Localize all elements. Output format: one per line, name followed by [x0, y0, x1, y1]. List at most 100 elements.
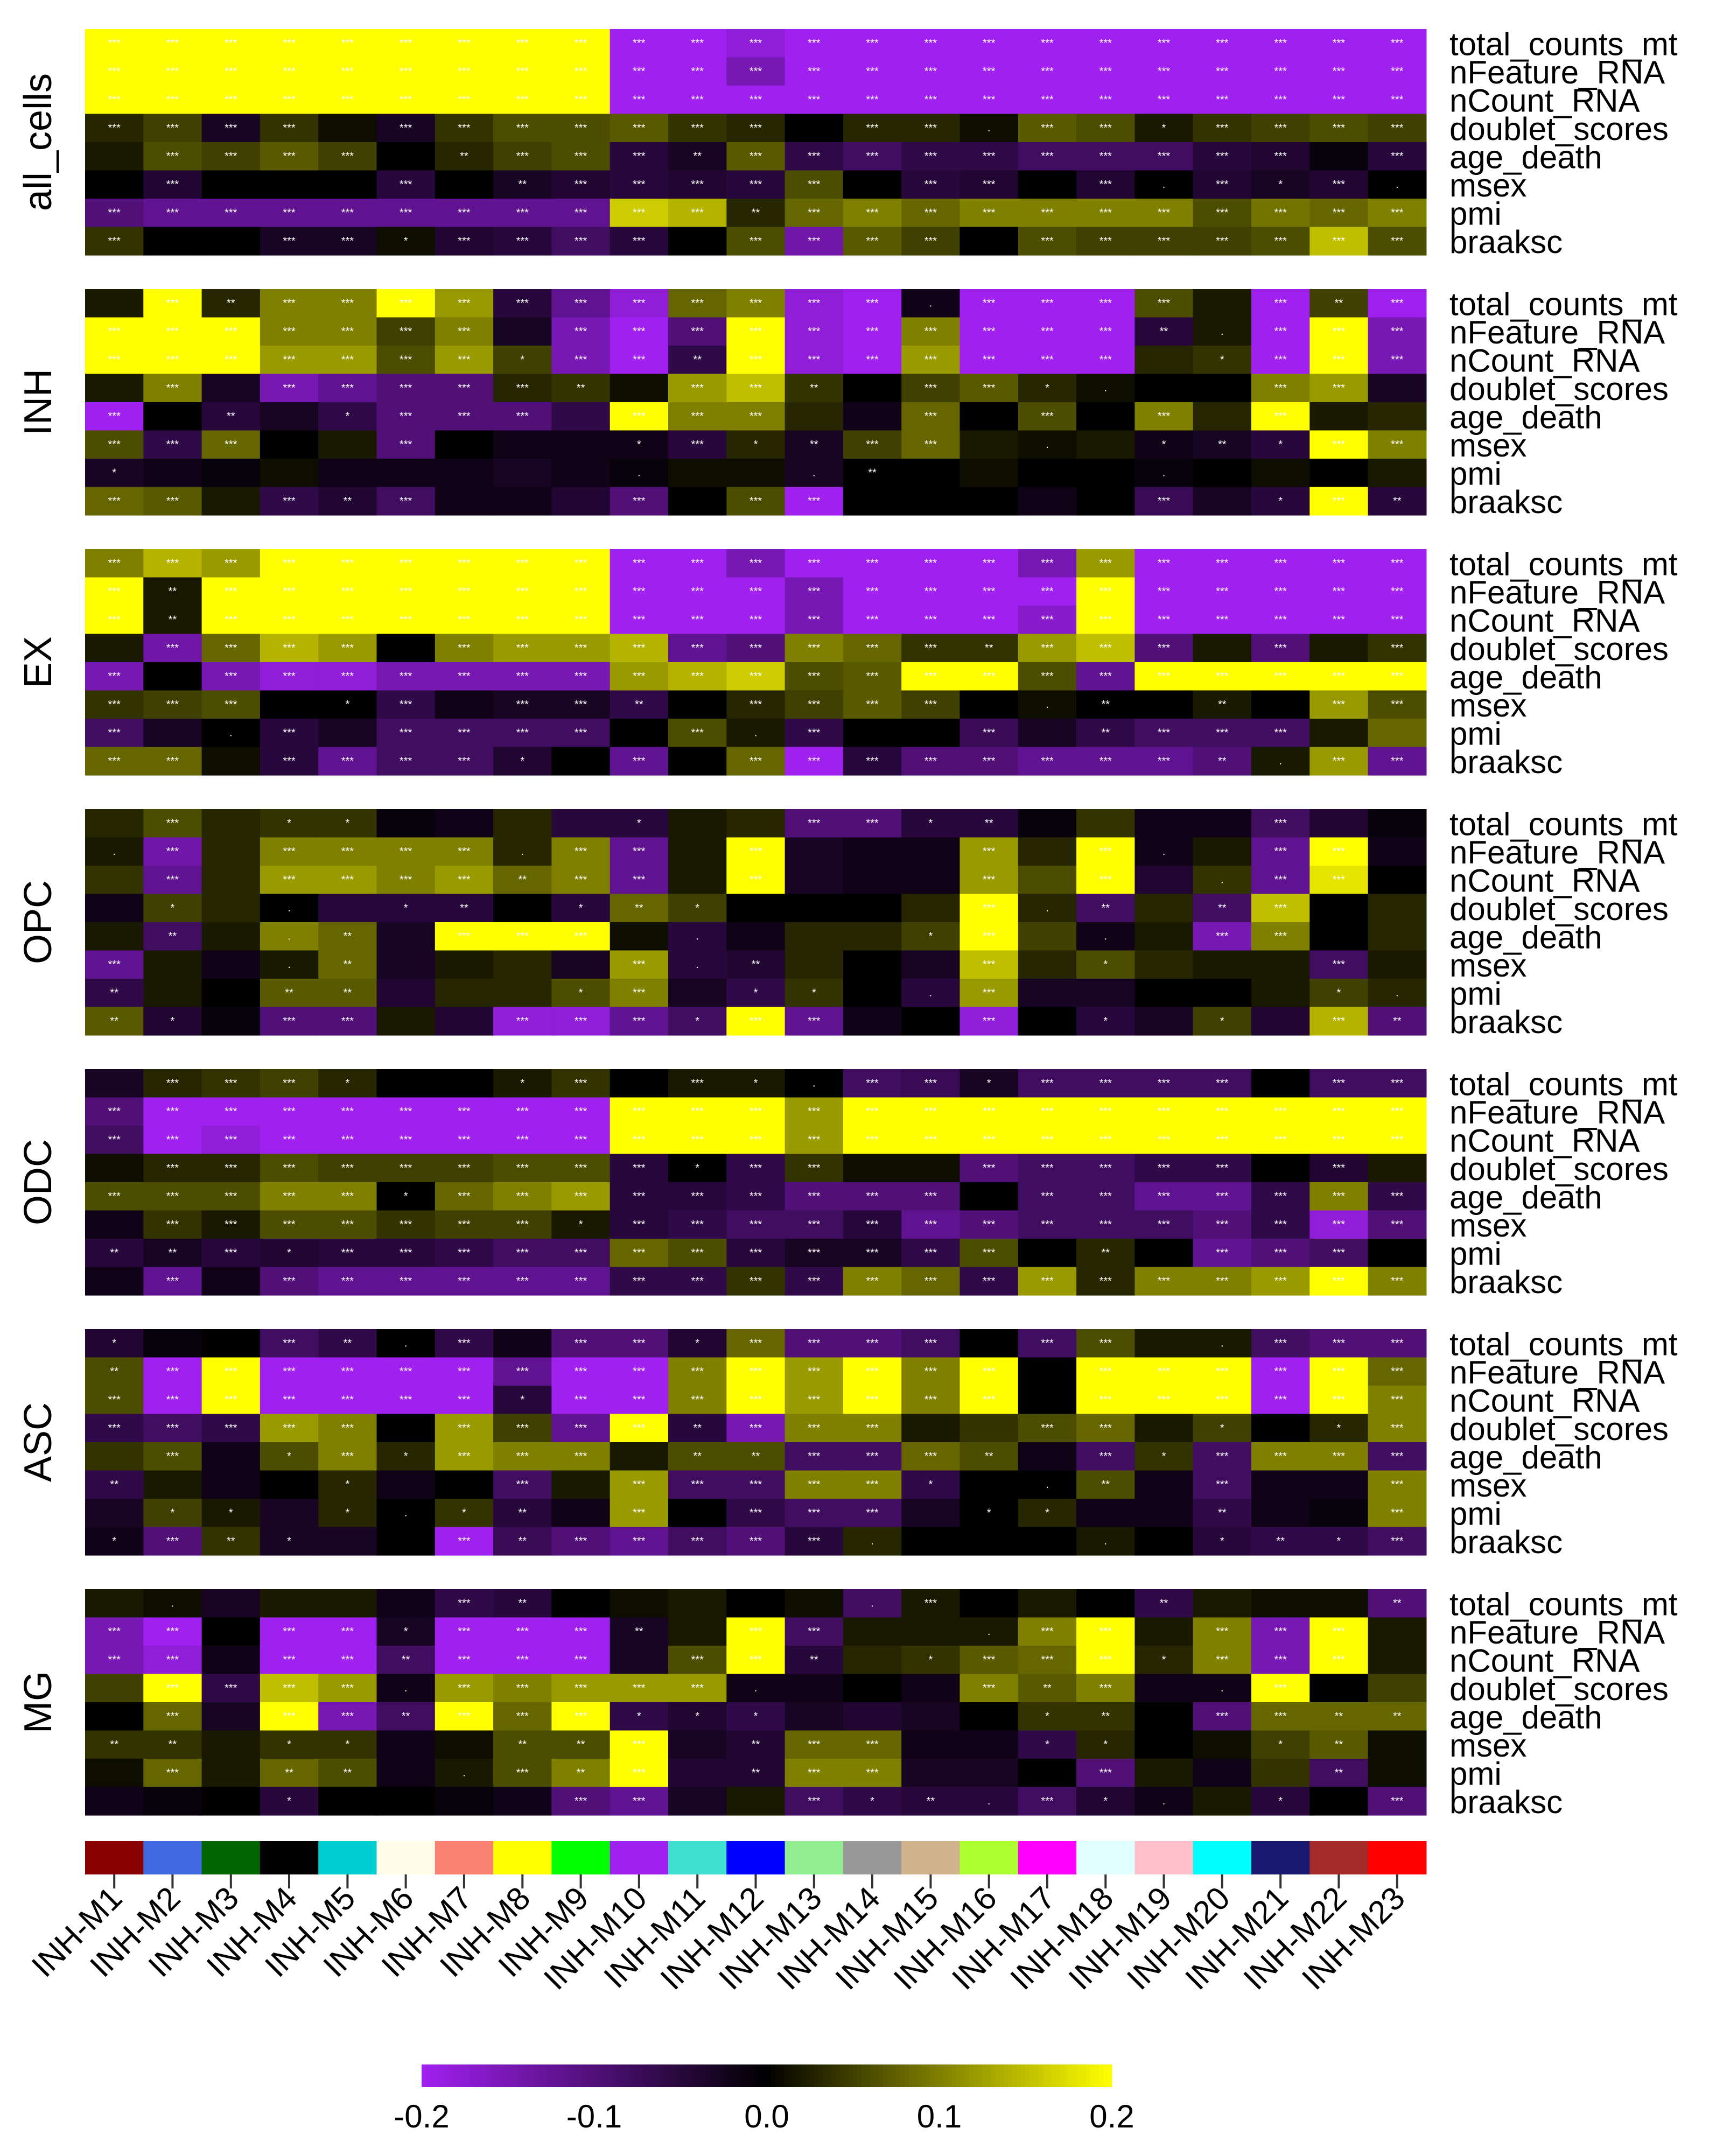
heatmap-cell	[318, 690, 377, 719]
significance-label: ***	[1274, 1654, 1287, 1666]
significance-label: ***	[1391, 1394, 1404, 1406]
significance-label: ***	[516, 1422, 529, 1434]
heatmap-cell	[201, 86, 261, 115]
heatmap-cell	[318, 374, 377, 403]
colorbar-segment	[577, 2064, 582, 2087]
significance-label: ***	[458, 642, 471, 654]
significance-label: ***	[108, 235, 121, 247]
significance-label: ***	[633, 846, 646, 858]
colorbar-segment	[538, 2064, 543, 2087]
heatmap-cell	[201, 894, 261, 923]
heatmap-cell	[610, 142, 669, 171]
significance-label: ***	[400, 727, 412, 739]
significance-label: *	[520, 1394, 524, 1406]
heatmap-cell	[85, 1730, 144, 1759]
heatmap-cell	[1134, 29, 1194, 58]
heatmap-cell	[668, 459, 727, 488]
colorbar-segment	[948, 2064, 953, 2087]
heatmap-cell	[785, 577, 844, 606]
heatmap-cell	[1076, 86, 1135, 115]
significance-label: ***	[808, 207, 821, 219]
significance-label: ***	[166, 1275, 179, 1287]
heatmap-cell	[1193, 1674, 1252, 1703]
significance-label: .	[1396, 987, 1399, 999]
colorbar-segment	[603, 2064, 608, 2087]
heatmap-cell	[1018, 29, 1077, 58]
significance-label: ***	[633, 1275, 646, 1287]
module-color-swatch	[1076, 1841, 1135, 1874]
significance-label: ***	[983, 987, 996, 999]
heatmap-cell	[551, 114, 611, 143]
significance-label: *	[754, 1710, 758, 1722]
significance-label: ***	[1158, 1077, 1171, 1089]
heatmap-cell	[1076, 374, 1135, 403]
heatmap-cell	[1193, 549, 1252, 578]
colorbar-segment	[572, 2064, 577, 2087]
significance-label: ***	[108, 1106, 121, 1118]
heatmap-cell	[843, 577, 902, 606]
significance-label: ***	[1099, 557, 1112, 569]
row-label: total_counts_mt	[1449, 806, 1678, 842]
significance-label: ***	[1391, 1535, 1404, 1547]
significance-label: **	[519, 1507, 527, 1519]
significance-label: ***	[1333, 1190, 1346, 1202]
significance-label: ***	[691, 1247, 704, 1259]
heatmap-cell	[260, 1674, 319, 1703]
heatmap-cell	[376, 1787, 436, 1816]
significance-label: ***	[1391, 207, 1404, 219]
significance-label: ***	[750, 1162, 762, 1174]
significance-label: ***	[575, 354, 587, 366]
heatmap-cell	[85, 577, 144, 606]
heatmap-cell	[785, 317, 844, 346]
heatmap-cell	[1018, 1442, 1077, 1471]
significance-label: ***	[575, 1626, 587, 1638]
heatmap-cell	[1134, 86, 1194, 115]
heatmap-cell	[376, 114, 436, 143]
significance-label: ***	[575, 179, 587, 191]
significance-label: ***	[1333, 354, 1346, 366]
significance-label: ***	[575, 1015, 587, 1027]
heatmap-cell	[493, 1674, 552, 1703]
heatmap-cell	[1193, 950, 1252, 979]
heatmap-cell	[610, 1589, 669, 1618]
significance-label: ***	[166, 1190, 179, 1202]
heatmap-cell	[1076, 1007, 1135, 1036]
heatmap-cell	[668, 86, 727, 115]
heatmap-cell	[493, 1386, 552, 1415]
significance-label: **	[810, 1654, 818, 1666]
significance-label: **	[1335, 1710, 1343, 1722]
row-label: braaksc	[1449, 744, 1563, 780]
heatmap-cell	[1193, 1787, 1252, 1816]
heatmap-cell	[901, 606, 961, 635]
heatmap-cell	[785, 114, 844, 143]
significance-label: **	[693, 354, 702, 366]
significance-label: ***	[924, 699, 937, 711]
heatmap-cell	[143, 1442, 202, 1471]
significance-label: ***	[1216, 1626, 1229, 1638]
heatmap-cell	[1018, 57, 1077, 86]
module-color-swatch	[785, 1841, 844, 1874]
significance-label: ***	[1158, 297, 1171, 309]
significance-label: ***	[1391, 755, 1404, 767]
heatmap-cell	[1251, 289, 1310, 318]
heatmap-cell	[435, 1097, 494, 1126]
heatmap-cell	[376, 950, 436, 979]
heatmap-cell	[1309, 979, 1369, 1008]
heatmap-cell	[901, 170, 961, 199]
heatmap-cell	[201, 747, 261, 776]
significance-label: ***	[1274, 1682, 1287, 1694]
significance-label: ***	[1099, 207, 1112, 219]
heatmap-cell	[318, 346, 377, 375]
significance-label: **	[110, 1247, 118, 1259]
heatmap-cell	[376, 549, 436, 578]
heatmap-cell	[201, 227, 261, 256]
heatmap-cell	[201, 549, 261, 578]
heatmap-cell	[318, 950, 377, 979]
heatmap-cell	[318, 227, 377, 256]
significance-label: ***	[633, 1394, 646, 1406]
heatmap-cell	[493, 1097, 552, 1126]
significance-label: ***	[1099, 1450, 1112, 1462]
significance-label: ***	[866, 1275, 879, 1287]
colorbar-segment	[797, 2064, 802, 2087]
heatmap-cell	[493, 950, 552, 979]
